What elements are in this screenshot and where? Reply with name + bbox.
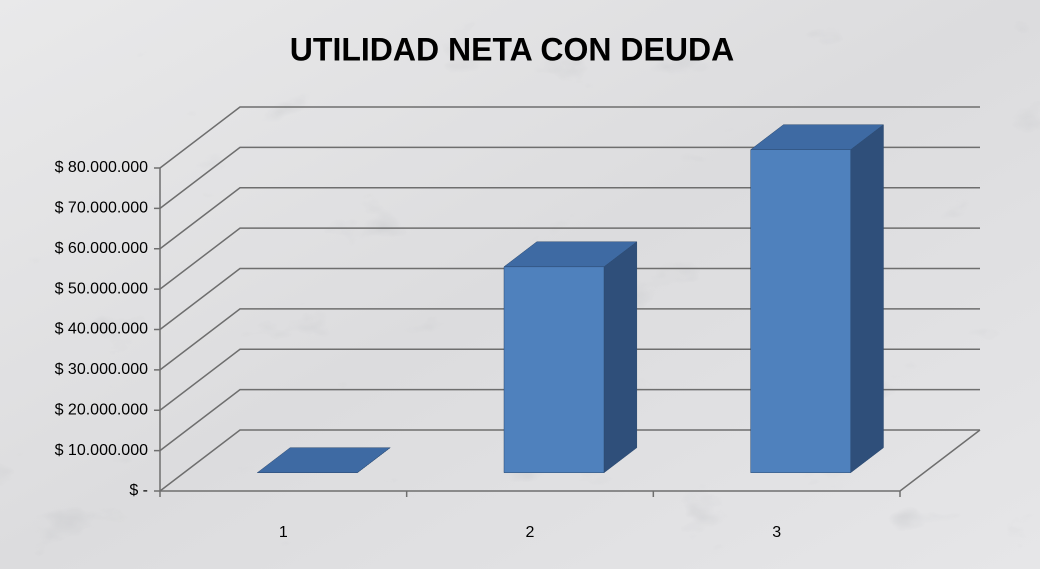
bar-top <box>749 124 885 150</box>
y-tick-label: $ 80.000.000 <box>55 159 149 176</box>
grid-line <box>159 267 980 331</box>
grid-line <box>159 227 980 290</box>
grid-line <box>159 388 980 452</box>
chart-title: UTILIDAD NETA CON DEUDA <box>290 31 734 67</box>
y-tick-label: $ 10.000.000 <box>55 442 149 459</box>
bar <box>749 124 885 474</box>
grid-line <box>159 429 980 492</box>
x-tick-label: 1 <box>279 524 288 541</box>
y-tick-label: $ 40.000.000 <box>55 321 149 338</box>
bar-top <box>503 241 638 268</box>
bar-top <box>256 447 391 473</box>
y-tick-label: $ 20.000.000 <box>55 401 149 418</box>
grid-line <box>159 308 980 371</box>
grid-line <box>159 146 980 209</box>
y-tick-label: $ 70.000.000 <box>55 200 149 217</box>
bar-front <box>750 149 851 473</box>
bar <box>503 241 638 474</box>
y-tick-label: $ 50.000.000 <box>55 280 149 297</box>
grid-line <box>159 187 980 250</box>
bar-front <box>503 266 605 473</box>
bar-side <box>850 124 884 474</box>
x-tick-label: 3 <box>772 524 781 541</box>
grid-line <box>159 106 980 169</box>
x-tick-label: 2 <box>526 524 535 541</box>
grid-line <box>159 348 980 411</box>
y-tick-label: $ - <box>129 482 148 499</box>
bar-side <box>603 241 638 474</box>
bar <box>256 447 391 473</box>
y-tick-label: $ 60.000.000 <box>55 240 149 257</box>
y-tick-label: $ 30.000.000 <box>55 361 149 378</box>
